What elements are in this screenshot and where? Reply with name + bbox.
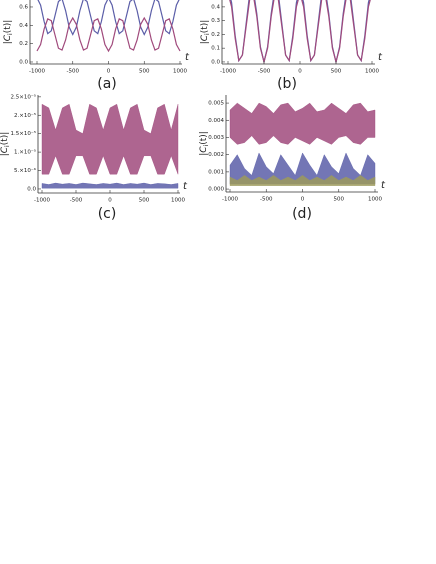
x-axis-label: t [381, 180, 386, 191]
x-tick-label: -500 [260, 197, 273, 203]
x-tick-label: 500 [139, 69, 150, 75]
y-tick-label: 0.6 [19, 4, 28, 10]
series-band [229, 102, 376, 145]
y-tick-label: 0.0 [19, 59, 28, 65]
y-tick-label: 5.×10⁻⁶ [14, 167, 37, 174]
y-tick-label: 0.4 [19, 23, 28, 29]
y-tick-label: 1.5×10⁻⁵ [11, 130, 36, 137]
y-label-main: |C [3, 34, 13, 44]
series-line [36, 16, 181, 53]
y-tick-label: 0.0 [211, 59, 220, 65]
y-axis-label: |Ci(t)| [200, 20, 211, 45]
plot-area [41, 103, 179, 189]
x-axis-label: t [183, 181, 188, 192]
x-tick-label: -1000 [29, 69, 45, 75]
y-tick-label: 2.×10⁻⁵ [14, 112, 36, 119]
series-band [41, 182, 179, 189]
y-tick-label: 0.001 [208, 169, 224, 175]
series-band [229, 175, 376, 186]
caption: (c) [98, 206, 117, 222]
y-axis-label: |Ci(t)| [0, 132, 11, 157]
x-tick-label: -500 [258, 69, 271, 75]
y-label-main: |C [199, 146, 209, 156]
y-label-sub: i [7, 33, 14, 35]
y-tick-label: 0.1 [211, 46, 220, 52]
y-label-end: (t)| [3, 20, 13, 34]
x-tick-label: 500 [334, 197, 345, 203]
y-label-end: (t)| [0, 132, 10, 146]
y-tick-label: 0.002 [208, 152, 224, 158]
y-tick-label: 0.4 [211, 4, 220, 10]
y-tick-label: 0.0 [27, 186, 36, 192]
y-label-end: (t)| [199, 131, 209, 145]
x-tick-label: -500 [67, 69, 80, 75]
x-tick-label: 1000 [368, 197, 382, 203]
y-axis-label: |Ci(t)| [3, 20, 14, 45]
x-tick-label: 1000 [365, 69, 379, 75]
y-label-sub: i [203, 144, 210, 146]
panel: 0.0 0.2 0.4 0.6 -1000 -500 0 500 1000 t |Ci(t)| (a) [3, 0, 190, 92]
series-line [229, 0, 371, 64]
x-tick-label: 1000 [171, 198, 185, 204]
series-band [41, 103, 179, 175]
x-tick-label: -1000 [220, 69, 236, 75]
y-tick-label: 0.000 [208, 187, 224, 193]
x-tick-label: 500 [331, 69, 342, 75]
caption: (a) [97, 76, 117, 92]
y-tick-label: 0.003 [208, 135, 224, 141]
panel: 0.0 5.×10⁻⁶ 1.×10⁻⁵ 1.5×10⁻⁵ 2.×10⁻⁵ 2.5×10⁻⁵… [0, 93, 188, 222]
y-tick-label: 0.004 [208, 118, 224, 124]
y-label-end: (t)| [200, 20, 210, 34]
series-line [37, 0, 180, 36]
x-tick-label: 500 [139, 198, 150, 204]
y-tick-label: 1.×10⁻⁵ [14, 149, 36, 156]
caption: (b) [277, 76, 297, 92]
plot-area [36, 0, 181, 53]
x-tick-label: 0 [301, 197, 305, 203]
x-tick-label: 0 [298, 69, 302, 75]
panel: 0.000 0.001 0.002 0.003 0.004 0.005 -1000 -500 0… [199, 95, 386, 222]
y-tick-label: 0.3 [211, 18, 220, 24]
y-axis-label: |Ci(t)| [199, 131, 210, 156]
x-tick-label: -1000 [34, 198, 50, 204]
y-label-main: |C [200, 34, 210, 44]
plot-area [229, 0, 371, 64]
caption: (d) [292, 206, 312, 222]
y-tick-label: 0.2 [19, 41, 28, 47]
x-tick-label: 0 [108, 198, 112, 204]
panel: 0.0 0.1 0.2 0.3 0.4 -1000 -500 0 500 1000 t |Ci(t)|… [200, 0, 383, 92]
y-tick-label: 2.5×10⁻⁵ [11, 93, 36, 100]
y-label-main: |C [0, 146, 10, 156]
x-tick-label: -1000 [222, 197, 238, 203]
plot-area [229, 102, 376, 186]
x-axis-label: t [185, 52, 190, 63]
y-tick-label: 0.2 [211, 32, 220, 38]
y-tick-label: 0.005 [208, 101, 224, 107]
y-label-sub: i [204, 33, 211, 35]
x-tick-label: 1000 [173, 69, 187, 75]
x-tick-label: 0 [107, 69, 111, 75]
x-tick-label: -500 [70, 198, 83, 204]
series-line [230, 0, 370, 63]
x-axis-label: t [378, 52, 383, 63]
y-label-sub: i [4, 145, 11, 147]
